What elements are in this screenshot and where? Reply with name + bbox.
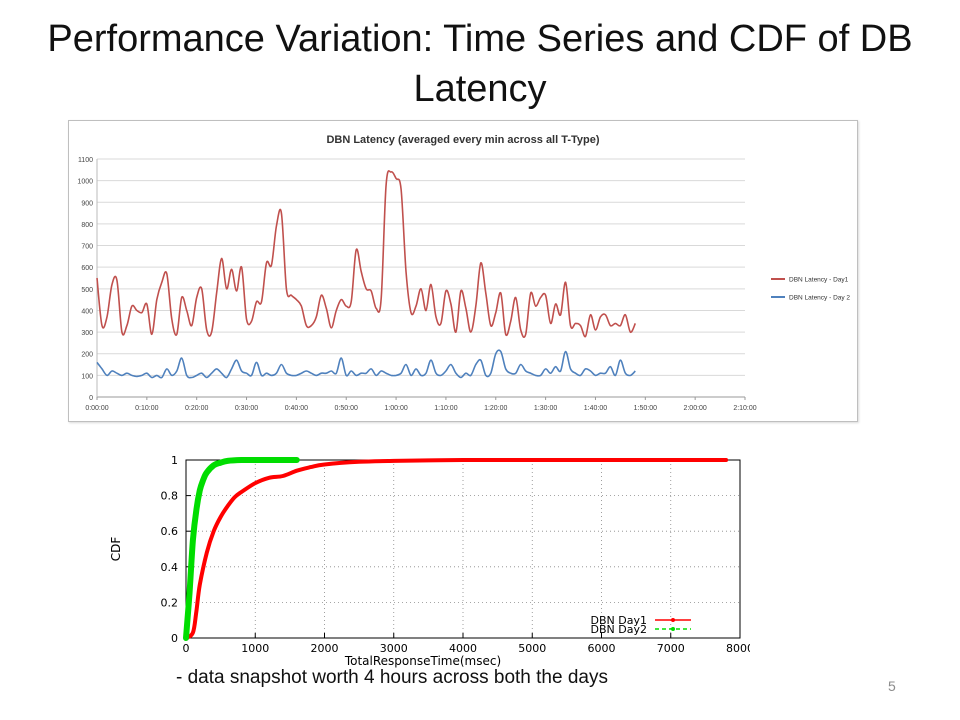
- cdf-chart: 0 0.2 0.4 0.6 0.8 1 0 1000 2000 3000 4000 5000 6000 7…: [109, 454, 750, 668]
- legend-marker-2: [671, 627, 675, 631]
- y-tick-label: 400: [81, 308, 93, 315]
- y-tick-label: 500: [81, 287, 93, 294]
- x-tick-label: 0:30:00: [235, 405, 258, 412]
- y-tick-label: 0.2: [161, 596, 179, 609]
- legend-label-1: DBN Day1: [591, 614, 647, 627]
- y-tick-label: 200: [81, 352, 93, 359]
- y-tick-label: 100: [81, 373, 93, 380]
- x-tick-label: 4000: [449, 642, 477, 655]
- x-tick-label: 1000: [241, 642, 269, 655]
- x-tick-label: 7000: [657, 642, 685, 655]
- x-tick-label: 0: [183, 642, 190, 655]
- footnote: - data snapshot worth 4 hours across bot…: [176, 667, 608, 688]
- y-tick-label: 0.8: [161, 490, 179, 503]
- x-tick-label: 2000: [311, 642, 339, 655]
- y-tick-label: 0.6: [161, 525, 179, 538]
- x-tick-label: 0:20:00: [185, 405, 208, 412]
- y-tick-label: 700: [81, 244, 93, 251]
- x-tick-label: 3000: [380, 642, 408, 655]
- x-tick-label: 0:00:00: [85, 405, 108, 412]
- y-tick-label: 0: [171, 632, 178, 645]
- x-tick-label: 0:50:00: [335, 405, 358, 412]
- y-tick-label: 0: [89, 395, 93, 402]
- x-tick-label: 8000: [726, 642, 750, 655]
- y-tick-label: 1000: [77, 179, 93, 186]
- x-tick-label: 1:10:00: [434, 405, 457, 412]
- slide-title: Performance Variation: Time Series and C…: [47, 18, 913, 110]
- y-axis-label: CDF: [109, 537, 123, 562]
- legend-label-2: DBN Day2: [591, 623, 647, 636]
- y-tick-label: 600: [81, 265, 93, 272]
- y-tick-label: 1100: [78, 157, 93, 164]
- cdf-chart-panel: 0 0.2 0.4 0.6 0.8 1 0 1000 2000 3000 4000 5000 6000 7…: [100, 448, 750, 668]
- cdf-curve-1: [184, 457, 729, 640]
- cdf-curve-2: [183, 456, 300, 641]
- series-line-2: [96, 349, 636, 379]
- x-tick-label: 0:10:00: [135, 405, 158, 412]
- x-tick-label: 6000: [588, 642, 616, 655]
- x-tick-label: 1:00:00: [384, 405, 407, 412]
- y-tick-label: 900: [81, 200, 93, 207]
- x-tick-label: 2:00:00: [683, 405, 706, 412]
- y-tick-label: 800: [81, 222, 93, 229]
- x-tick-label: 1:40:00: [584, 405, 607, 412]
- chart-title: DBN Latency (averaged every min across a…: [326, 134, 599, 146]
- y-tick-label: 0.4: [161, 561, 179, 574]
- x-tick-label: 0:40:00: [285, 405, 308, 412]
- x-tick-label: 5000: [518, 642, 546, 655]
- page-number: 5: [888, 678, 896, 694]
- y-tick-label: 1: [171, 454, 178, 467]
- legend-label-1: DBN Latency - Day1: [789, 277, 849, 284]
- time-series-chart: DBN Latency (averaged every min across a…: [77, 134, 850, 412]
- x-tick-label: 1:30:00: [534, 405, 557, 412]
- x-tick-label: 2:10:00: [733, 405, 756, 412]
- x-axis-label: TotalResponseTime(msec): [344, 654, 501, 668]
- series-line-1: [96, 170, 637, 339]
- legend-label-2: DBN Latency - Day 2: [789, 295, 850, 302]
- x-tick-label: 1:20:00: [484, 405, 507, 412]
- legend-marker-1: [671, 618, 675, 622]
- time-series-chart-panel: DBN Latency (averaged every min across a…: [68, 120, 858, 422]
- y-tick-label: 300: [81, 330, 93, 337]
- x-tick-label: 1:50:00: [634, 405, 657, 412]
